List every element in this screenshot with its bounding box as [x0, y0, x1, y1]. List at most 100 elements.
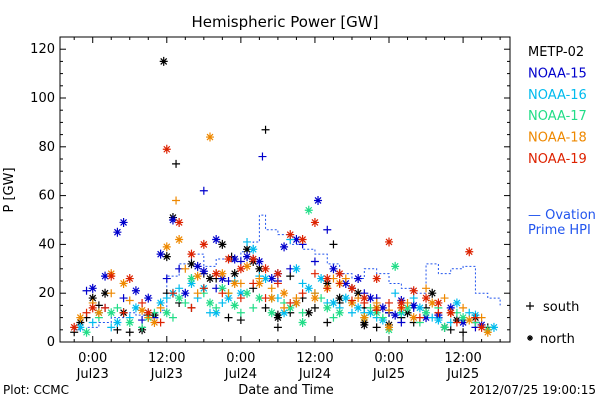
noaa-17-north-point — [107, 308, 116, 318]
metp-02-south-point — [224, 313, 233, 322]
noaa-18-south-point — [280, 303, 289, 312]
noaa-16-north-point — [236, 288, 245, 298]
noaa-16-north-point — [249, 244, 258, 254]
noaa-19-north-point — [273, 269, 282, 279]
x-tick-time: 0:00 — [374, 351, 403, 366]
noaa-16-south-point — [465, 308, 474, 317]
noaa-15-north-point — [409, 300, 418, 310]
noaa-16-south-point — [175, 284, 184, 293]
y-tick-label: 100 — [30, 91, 55, 106]
noaa-18-north-point — [267, 293, 276, 303]
metp-02-south-point — [459, 328, 468, 337]
noaa-19-north-point — [70, 322, 79, 332]
noaa-16-north-point — [366, 308, 375, 318]
noaa-16-north-point — [354, 303, 363, 313]
x-tick-time: 0:00 — [226, 351, 255, 366]
noaa-16-north-point — [341, 293, 350, 303]
noaa-18-south-point — [267, 284, 276, 293]
noaa-18-north-point — [292, 298, 301, 308]
noaa-15-north-point — [267, 274, 276, 284]
noaa-17-north-point — [175, 293, 184, 303]
metp-02-north-point — [76, 317, 85, 327]
noaa-19-south-point — [335, 279, 344, 288]
x-axis: 0:00Jul2312:00Jul230:00Jul2412:00Jul240:… — [73, 37, 501, 382]
metp-02-south-point — [261, 303, 270, 312]
metp-02-north-point — [88, 293, 97, 303]
noaa-15-north-point — [156, 249, 165, 259]
noaa-15-north-point — [88, 283, 97, 293]
noaa-19-north-point — [199, 239, 208, 249]
x-tick-time: 12:00 — [148, 351, 185, 366]
x-tick-date: Jul24 — [224, 367, 257, 382]
noaa-16-north-point — [280, 308, 289, 318]
metp-02-north-point — [255, 264, 264, 274]
noaa-16-north-point — [329, 298, 338, 308]
noaa-17-south-point — [378, 313, 387, 322]
noaa-15-north-point — [280, 242, 289, 252]
noaa-16-north-point — [317, 274, 326, 284]
noaa-17-north-point — [230, 300, 239, 310]
noaa-17-north-point — [267, 308, 276, 318]
x-tick-time: 12:00 — [444, 351, 481, 366]
metp-02-south-point — [372, 323, 381, 332]
noaa-15-north-point — [101, 271, 110, 281]
noaa-17-north-point — [243, 288, 252, 298]
metp-02-north-point — [243, 244, 252, 254]
noaa-19-north-point — [347, 283, 356, 293]
noaa-19-north-point — [310, 217, 319, 227]
legend-entry: NOAA-15 — [528, 66, 587, 81]
noaa-16-south-point — [428, 313, 437, 322]
noaa-19-north-point — [175, 217, 184, 227]
noaa-19-north-point — [360, 293, 369, 303]
metp-02-north-point — [304, 308, 313, 318]
noaa-19-north-point — [397, 298, 406, 308]
noaa-19-south-point — [249, 279, 258, 288]
metp-02-south-point — [236, 316, 245, 325]
legend: METP-02 NOAA-15 NOAA-16 NOAA-17 NOAA-18 NOAA-… — [527, 45, 596, 347]
noaa-19-north-point — [162, 144, 171, 154]
noaa-19-north-point — [323, 274, 332, 284]
legend-entry: NOAA-18 — [528, 131, 587, 146]
noaa-19-south-point — [372, 306, 381, 315]
noaa-15-north-point — [199, 266, 208, 276]
noaa-19-south-point — [471, 313, 480, 322]
plot-frame — [59, 36, 511, 343]
noaa-17-north-point — [187, 274, 196, 284]
noaa-18-north-point — [193, 271, 202, 281]
noaa-15-north-point — [459, 317, 468, 327]
noaa-15-north-point — [446, 303, 455, 313]
noaa-16-north-point — [224, 293, 233, 303]
noaa-19-south-point — [187, 303, 196, 312]
noaa-18-north-point — [280, 288, 289, 298]
noaa-16-north-point — [212, 308, 221, 318]
legend-ovation: — Ovation — [528, 208, 596, 223]
metp-02-south-point — [113, 325, 122, 334]
legend-entry: METP-02 — [528, 45, 584, 60]
noaa-15-north-point — [243, 252, 252, 262]
noaa-15-north-point — [131, 286, 140, 296]
noaa-15-north-point — [193, 261, 202, 271]
noaa-15-north-point — [230, 254, 239, 264]
noaa-15-north-point — [341, 278, 350, 288]
metp-02-north-point — [101, 288, 110, 298]
noaa-15-north-point — [168, 215, 177, 225]
legend-north-symbol — [527, 335, 533, 341]
noaa-18-north-point — [94, 308, 103, 318]
noaa-15-south-point — [119, 294, 128, 303]
noaa-16-north-point — [292, 264, 301, 274]
noaa-19-north-point — [298, 235, 307, 245]
noaa-18-north-point — [409, 313, 418, 323]
noaa-19-south-point — [347, 296, 356, 305]
noaa-18-north-point — [428, 298, 437, 308]
noaa-15-north-point — [378, 303, 387, 313]
noaa-15-north-point — [218, 274, 227, 284]
legend-south-label: south — [543, 300, 579, 315]
noaa-16-south-point — [243, 237, 252, 246]
noaa-19-north-point — [465, 247, 474, 257]
noaa-18-south-point — [107, 289, 116, 298]
noaa-18-north-point — [162, 242, 171, 252]
y-tick-label: 20 — [38, 286, 55, 301]
noaa-17-south-point — [249, 303, 258, 312]
noaa-19-north-point — [446, 308, 455, 318]
